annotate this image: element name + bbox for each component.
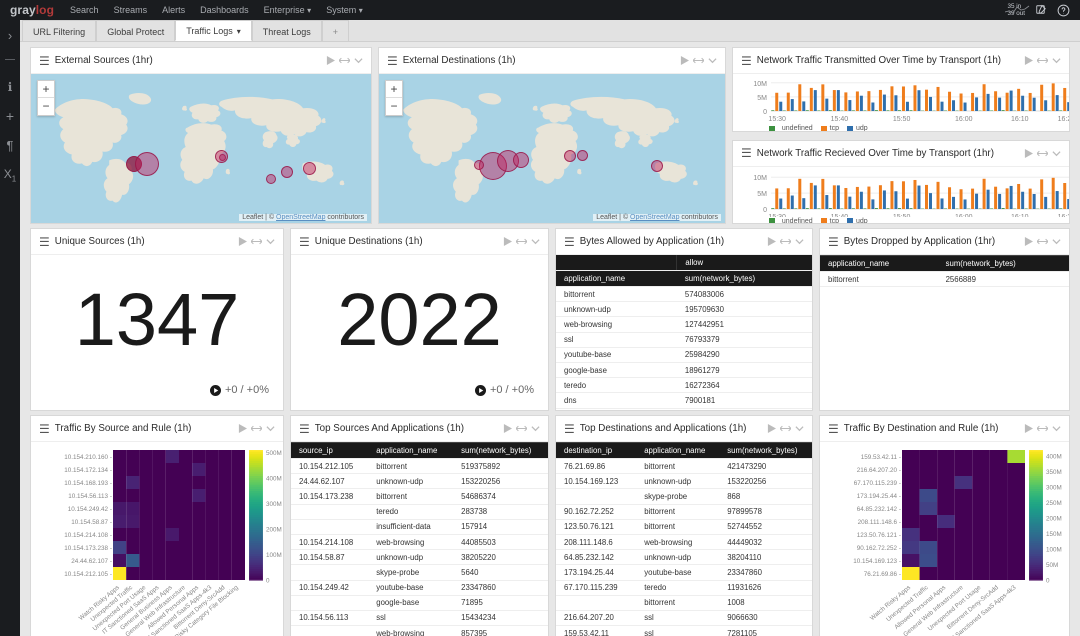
svg-text:216.64.207.20: 216.64.207.20 xyxy=(857,467,898,474)
svg-text:0: 0 xyxy=(763,109,767,116)
svg-text:64.85.232.142: 64.85.232.142 xyxy=(857,506,898,513)
svg-text:-: - xyxy=(899,558,901,565)
svg-text:10.154.169.123: 10.154.169.123 xyxy=(853,558,897,565)
svg-text:150M: 150M xyxy=(1046,531,1062,538)
svg-text:-: - xyxy=(110,571,112,578)
svg-text:-: - xyxy=(899,493,901,500)
svg-text:-: - xyxy=(899,519,901,526)
svg-text:5M: 5M xyxy=(757,191,767,198)
svg-text:10.154.172.134: 10.154.172.134 xyxy=(64,467,108,474)
svg-text:16:10: 16:10 xyxy=(1011,214,1029,217)
svg-text:-: - xyxy=(899,454,901,461)
svg-text:76.21.69.86: 76.21.69.86 xyxy=(864,571,898,578)
svg-text:10.154.56.113: 10.154.56.113 xyxy=(68,493,108,500)
svg-text:10.154.249.42: 10.154.249.42 xyxy=(68,506,109,513)
svg-text:159.53.42.11: 159.53.42.11 xyxy=(861,454,898,461)
svg-text:250M: 250M xyxy=(1046,500,1062,507)
svg-text:90.162.72.252: 90.162.72.252 xyxy=(857,545,898,552)
svg-text:100M: 100M xyxy=(1046,546,1062,553)
svg-text:10.154.58.87: 10.154.58.87 xyxy=(71,519,108,526)
svg-text:10.154.214.108: 10.154.214.108 xyxy=(64,532,108,539)
svg-text:200M: 200M xyxy=(1046,515,1062,522)
svg-text:-: - xyxy=(110,545,112,552)
svg-text:16:00: 16:00 xyxy=(955,116,973,123)
svg-text:-: - xyxy=(110,519,112,526)
svg-text:123.50.76.121: 123.50.76.121 xyxy=(857,532,898,539)
svg-text:24.44.62.107: 24.44.62.107 xyxy=(71,558,108,565)
svg-text:-: - xyxy=(899,467,901,474)
svg-text:16:20: 16:20 xyxy=(1058,116,1069,123)
svg-text:15:40: 15:40 xyxy=(831,116,849,123)
svg-text:0: 0 xyxy=(1046,577,1050,584)
svg-text:200M: 200M xyxy=(266,526,282,533)
svg-text:-: - xyxy=(899,571,901,578)
svg-text:-: - xyxy=(110,532,112,539)
svg-text:350M: 350M xyxy=(1046,469,1062,476)
svg-text:0: 0 xyxy=(266,577,270,584)
svg-text:15:30: 15:30 xyxy=(768,116,786,123)
svg-text:-: - xyxy=(110,558,112,565)
svg-text:16:00: 16:00 xyxy=(955,214,973,217)
svg-text:15:50: 15:50 xyxy=(893,116,911,123)
svg-text:10.154.173.238: 10.154.173.238 xyxy=(64,545,108,552)
svg-text:-: - xyxy=(110,506,112,513)
svg-text:-: - xyxy=(110,467,112,474)
svg-text:100M: 100M xyxy=(266,552,282,559)
svg-text:-: - xyxy=(899,480,901,487)
svg-text:67.170.115.239: 67.170.115.239 xyxy=(854,480,898,487)
svg-text:-: - xyxy=(110,493,112,500)
svg-text:10M: 10M xyxy=(753,81,767,88)
svg-text:16:10: 16:10 xyxy=(1011,116,1029,123)
svg-text:-: - xyxy=(899,545,901,552)
svg-text:400M: 400M xyxy=(1046,454,1062,461)
svg-text:16:20: 16:20 xyxy=(1058,214,1069,217)
svg-text:10.154.210.160: 10.154.210.160 xyxy=(64,454,108,461)
svg-text:10M: 10M xyxy=(753,175,767,182)
svg-text:5M: 5M xyxy=(757,95,767,102)
svg-text:0: 0 xyxy=(763,207,767,214)
svg-text:-: - xyxy=(899,532,901,539)
svg-text:-: - xyxy=(110,480,112,487)
svg-text:15:50: 15:50 xyxy=(893,214,911,217)
svg-text:-: - xyxy=(110,454,112,461)
svg-text:500M: 500M xyxy=(266,450,282,457)
svg-text:10.154.212.105: 10.154.212.105 xyxy=(64,571,108,578)
svg-text:300M: 300M xyxy=(1046,484,1062,491)
svg-text:10.154.168.193: 10.154.168.193 xyxy=(64,480,108,487)
svg-text:400M: 400M xyxy=(266,475,282,482)
svg-text:208.111.148.6: 208.111.148.6 xyxy=(858,519,898,526)
svg-text:-: - xyxy=(899,506,901,513)
svg-text:15:40: 15:40 xyxy=(831,214,849,217)
svg-text:50M: 50M xyxy=(1046,562,1058,569)
svg-text:15:30: 15:30 xyxy=(768,214,786,217)
svg-text:173.194.25.44: 173.194.25.44 xyxy=(857,493,898,500)
svg-text:300M: 300M xyxy=(266,501,282,508)
